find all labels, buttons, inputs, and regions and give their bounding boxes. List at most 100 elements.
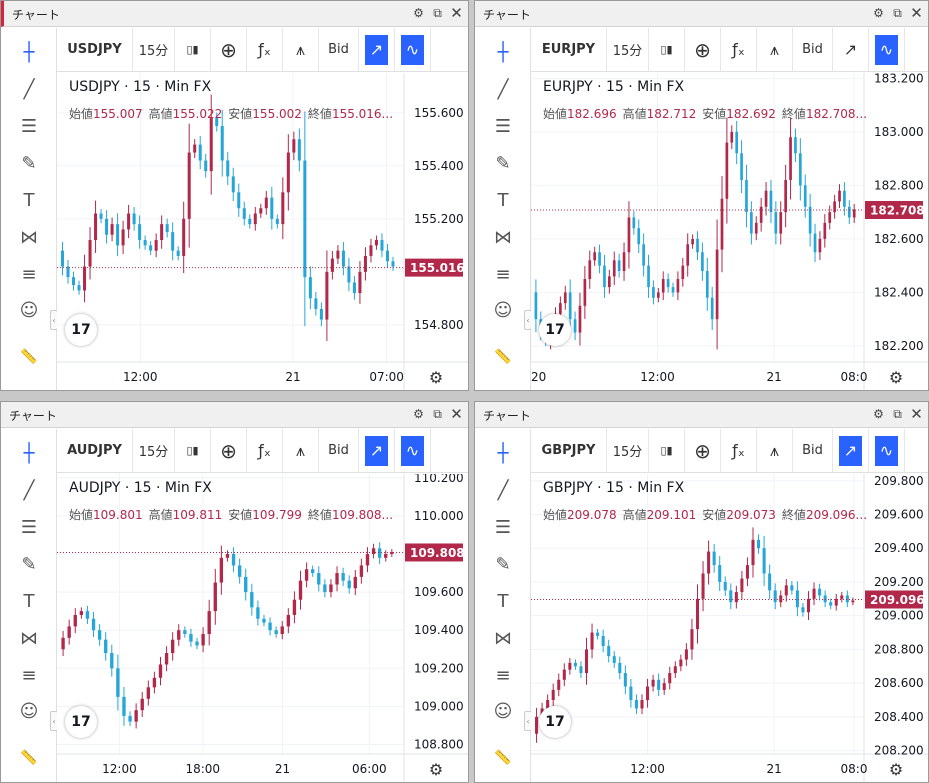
crosshair-icon[interactable]: ┼ (497, 41, 509, 63)
tradingview-logo-icon[interactable]: 17 (65, 314, 97, 346)
indicator-icon[interactable]: ⩚ (757, 28, 793, 71)
fib-icon[interactable]: ☰ (20, 115, 38, 137)
add-icon[interactable]: ⊕ (685, 28, 721, 71)
trend-line-icon[interactable]: ╱ (23, 78, 35, 100)
fib-icon[interactable]: ☰ (494, 516, 512, 538)
pattern-icon[interactable]: ⋈ (494, 627, 512, 649)
replay-icon[interactable]: ∿ (869, 429, 905, 472)
interval-button[interactable]: 15分 (133, 28, 175, 71)
panel-titlebar[interactable]: チャート ⚙ ⧉ ✕ (475, 1, 928, 27)
chart-canvas[interactable]: 155.600 155.400 155.200 154.800 155.016 12:00… (57, 73, 468, 390)
pattern-icon[interactable]: ⋈ (20, 627, 38, 649)
candles-icon[interactable]: ▯▮ (175, 429, 211, 472)
indicator-icon[interactable]: ⩚ (757, 429, 793, 472)
text-icon[interactable]: T (497, 590, 509, 612)
pattern-icon[interactable]: ⋈ (20, 226, 38, 248)
interval-button[interactable]: 15分 (607, 28, 649, 71)
indicator-icon[interactable]: ⩚ (283, 28, 319, 71)
symbol-button[interactable]: EURJPY (531, 28, 607, 71)
popout-icon[interactable]: ⧉ (893, 6, 902, 20)
fib-icon[interactable]: ☰ (20, 516, 38, 538)
emoji-icon[interactable]: ☺ (493, 700, 513, 722)
chart-settings-icon[interactable]: ⚙ (888, 759, 904, 779)
popout-icon[interactable]: ⧉ (433, 407, 442, 421)
compare-icon[interactable]: ↗ (359, 28, 395, 71)
compare-icon[interactable]: ↗ (833, 429, 869, 472)
emoji-icon[interactable]: ☺ (493, 299, 513, 321)
symbol-button[interactable]: GBPJPY (531, 429, 607, 472)
symbol-button[interactable]: USDJPY (57, 28, 133, 71)
popout-icon[interactable]: ⧉ (893, 407, 902, 421)
symbol-button[interactable]: AUDJPY (57, 429, 133, 472)
tradingview-logo-icon[interactable]: 17 (539, 706, 571, 738)
bid-button[interactable]: Bid (319, 28, 359, 71)
ruler-icon[interactable]: 📏 (20, 349, 38, 365)
chart-canvas[interactable]: 209.800 209.600 209.400 209.200 209.000 208.8… (531, 474, 928, 782)
forecast-icon[interactable]: ≡ (495, 664, 511, 686)
pattern-icon[interactable]: ⋈ (494, 226, 512, 248)
close-icon[interactable]: ✕ (910, 405, 923, 423)
settings-gear-icon[interactable]: ⚙ (413, 6, 424, 20)
candles-icon[interactable]: ▯▮ (175, 28, 211, 71)
tradingview-logo-icon[interactable]: 17 (539, 314, 571, 346)
tradingview-logo-icon[interactable]: 17 (65, 706, 97, 738)
trend-line-icon[interactable]: ╱ (23, 479, 35, 501)
chart-settings-icon[interactable]: ⚙ (428, 759, 444, 779)
candles-icon[interactable]: ▯▮ (649, 429, 685, 472)
brush-icon[interactable]: ✎ (495, 152, 511, 174)
crosshair-icon[interactable]: ┼ (23, 442, 35, 464)
compare-icon[interactable]: ↗ (359, 429, 395, 472)
crosshair-icon[interactable]: ┼ (497, 442, 509, 464)
forecast-icon[interactable]: ≡ (21, 263, 37, 285)
bid-button[interactable]: Bid (793, 429, 833, 472)
text-icon[interactable]: T (23, 590, 35, 612)
replay-icon[interactable]: ∿ (395, 429, 431, 472)
bid-button[interactable]: Bid (319, 429, 359, 472)
emoji-icon[interactable]: ☺ (19, 299, 39, 321)
fx-icon[interactable]: ƒₓ (247, 28, 283, 71)
panel-titlebar[interactable]: チャート ⚙ ⧉ ✕ (1, 402, 468, 428)
forecast-icon[interactable]: ≡ (495, 263, 511, 285)
add-icon[interactable]: ⊕ (211, 28, 247, 71)
chart-canvas[interactable]: 110.200110.000109.800109.600109.400109.2… (57, 471, 468, 782)
emoji-icon[interactable]: ☺ (19, 700, 39, 722)
trend-line-icon[interactable]: ╱ (497, 78, 509, 100)
close-icon[interactable]: ✕ (450, 405, 463, 423)
popout-icon[interactable]: ⧉ (433, 6, 442, 20)
replay-icon[interactable]: ∿ (395, 28, 431, 71)
text-icon[interactable]: T (497, 189, 509, 211)
replay-icon[interactable]: ∿ (869, 28, 905, 71)
brush-icon[interactable]: ✎ (21, 553, 37, 575)
crosshair-icon[interactable]: ┼ (23, 41, 35, 63)
close-icon[interactable]: ✕ (910, 4, 923, 22)
add-icon[interactable]: ⊕ (211, 429, 247, 472)
interval-button[interactable]: 15分 (133, 429, 175, 472)
compare-icon[interactable]: ↗ (833, 28, 869, 71)
fx-icon[interactable]: ƒₓ (721, 28, 757, 71)
close-icon[interactable]: ✕ (450, 4, 463, 22)
settings-gear-icon[interactable]: ⚙ (413, 407, 424, 421)
chart-settings-icon[interactable]: ⚙ (428, 367, 444, 387)
fib-icon[interactable]: ☰ (494, 115, 512, 137)
settings-gear-icon[interactable]: ⚙ (873, 6, 884, 20)
interval-button[interactable]: 15分 (607, 429, 649, 472)
bid-button[interactable]: Bid (793, 28, 833, 71)
settings-gear-icon[interactable]: ⚙ (873, 407, 884, 421)
text-icon[interactable]: T (23, 189, 35, 211)
fx-icon[interactable]: ƒₓ (721, 429, 757, 472)
chart-settings-icon[interactable]: ⚙ (888, 367, 904, 387)
fx-icon[interactable]: ƒₓ (247, 429, 283, 472)
ruler-icon[interactable]: 📏 (494, 349, 512, 365)
add-icon[interactable]: ⊕ (685, 429, 721, 472)
ruler-icon[interactable]: 📏 (494, 750, 512, 766)
trend-line-icon[interactable]: ╱ (497, 479, 509, 501)
indicator-icon[interactable]: ⩚ (283, 429, 319, 472)
brush-icon[interactable]: ✎ (21, 152, 37, 174)
forecast-icon[interactable]: ≡ (21, 664, 37, 686)
panel-titlebar[interactable]: チャート ⚙ ⧉ ✕ (475, 402, 928, 428)
panel-titlebar[interactable]: チャート ⚙ ⧉ ✕ (1, 1, 468, 27)
brush-icon[interactable]: ✎ (495, 553, 511, 575)
chart-canvas[interactable]: 183.200 183.000 182.800 182.600 182.400 182.2… (530, 71, 928, 390)
ruler-icon[interactable]: 📏 (20, 750, 38, 766)
candles-icon[interactable]: ▯▮ (649, 28, 685, 71)
